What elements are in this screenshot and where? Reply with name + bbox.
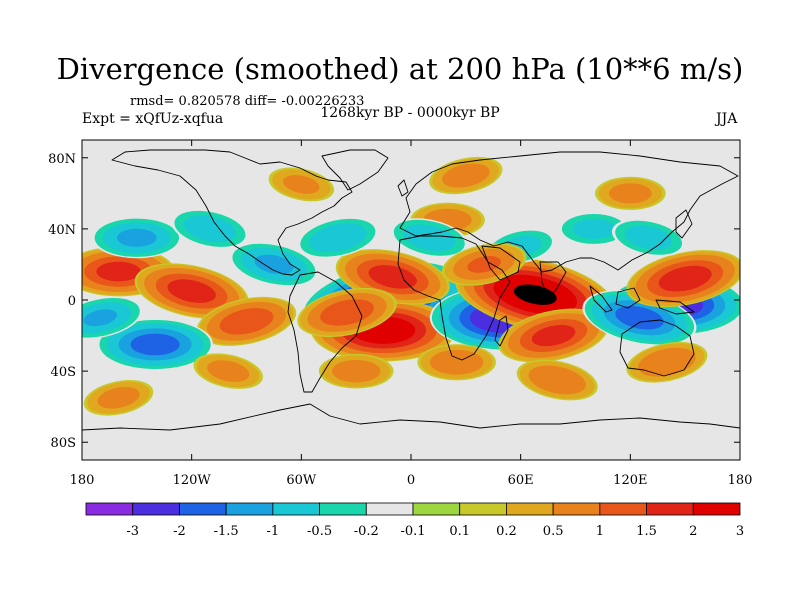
colorbar-swatch bbox=[365, 502, 414, 516]
colorbar-swatch bbox=[599, 502, 647, 516]
coastline-north-america bbox=[111, 149, 353, 276]
colorbar-swatch bbox=[319, 502, 367, 516]
anomaly-18 bbox=[297, 217, 379, 259]
colorbar-swatch bbox=[272, 502, 320, 516]
lat-tick-label: 80S bbox=[51, 436, 76, 451]
lat-tick-label: 40N bbox=[48, 223, 76, 238]
colorbar-label: -2 bbox=[173, 524, 186, 539]
colorbar-swatch bbox=[646, 502, 694, 516]
coastline-south-america bbox=[287, 271, 363, 393]
lon-tick-label: 60E bbox=[508, 473, 534, 488]
anomaly-11 bbox=[134, 263, 249, 319]
colorbar-swatch bbox=[506, 502, 554, 516]
coastline-eurasia bbox=[399, 151, 739, 273]
anomaly-20 bbox=[390, 218, 468, 258]
colorbar-label: -1.5 bbox=[214, 524, 239, 539]
anomaly-25 bbox=[417, 344, 496, 381]
season-label: JJA bbox=[716, 111, 738, 127]
coastline-arabia bbox=[481, 245, 521, 281]
colorbar-label: -0.2 bbox=[354, 524, 379, 539]
coastline-africa bbox=[397, 235, 511, 361]
anomaly-17 bbox=[171, 209, 249, 249]
colorbar-swatch bbox=[692, 502, 741, 516]
anomaly-22 bbox=[558, 212, 630, 246]
anomaly-32 bbox=[268, 167, 335, 202]
anomaly-14 bbox=[229, 242, 319, 287]
colorbar-swatch bbox=[459, 502, 507, 516]
rmsd-diff-stats: rmsd= 0.820578 diff= -0.00226233 bbox=[130, 94, 365, 109]
experiment-label: Expt = xQfUz-xqfua bbox=[82, 111, 224, 127]
colorbar-label: 0.1 bbox=[449, 524, 470, 539]
map-axes: 180 120W 60W 0 60E 120E 180 80N 40N 0 40S 80S bbox=[48, 139, 753, 488]
coastline-antarctica bbox=[81, 403, 741, 431]
lon-tick-label: 120E bbox=[613, 473, 647, 488]
lon-tick-label: 180 bbox=[728, 473, 753, 488]
colorbar-label: 0.2 bbox=[496, 524, 517, 539]
colorbar-swatch bbox=[179, 502, 227, 516]
map-plot-area bbox=[82, 140, 740, 460]
colorbar-swatch bbox=[132, 502, 180, 516]
colorbar-label: 1.5 bbox=[636, 524, 657, 539]
anomaly-16 bbox=[91, 217, 182, 259]
coastline-borneo bbox=[615, 287, 641, 309]
anomaly-31 bbox=[595, 176, 666, 210]
coastline-madagascar bbox=[494, 315, 509, 347]
anomaly-13 bbox=[97, 318, 214, 370]
colorbar-label: 3 bbox=[736, 524, 744, 539]
lon-tick-label: 120W bbox=[173, 473, 212, 488]
coastlines bbox=[81, 149, 741, 431]
lon-tick-label: 60W bbox=[286, 473, 317, 488]
colorbar-label: 1 bbox=[596, 524, 604, 539]
anomaly-30 bbox=[83, 379, 154, 416]
anomaly-9 bbox=[626, 250, 740, 308]
lat-tick-label: 0 bbox=[68, 294, 76, 309]
colorbar-swatch bbox=[552, 502, 601, 516]
colorbar-label: -1 bbox=[267, 524, 280, 539]
colorbar-swatch bbox=[412, 502, 461, 516]
coastline-new-guinea bbox=[655, 299, 695, 315]
coastline-sumatra bbox=[589, 285, 613, 313]
period-label: 1268kyr BP - 0000kyr BP bbox=[320, 105, 500, 121]
coastline-greenland bbox=[321, 149, 389, 191]
anomaly-15 bbox=[82, 296, 143, 340]
coastline-japan bbox=[675, 209, 693, 239]
coastline-australia bbox=[619, 319, 695, 377]
anomaly-26 bbox=[516, 359, 598, 401]
anomaly-27 bbox=[626, 341, 708, 383]
coastline-india bbox=[539, 261, 567, 299]
anomaly-28 bbox=[318, 353, 394, 389]
lat-tick-label: 80N bbox=[48, 152, 76, 167]
figure-title: Divergence (smoothed) at 200 hPa (10**6 … bbox=[56, 52, 744, 86]
lon-tick-label: 0 bbox=[407, 473, 415, 488]
lat-tick-label: 40S bbox=[51, 365, 76, 380]
anomaly-6 bbox=[498, 308, 609, 363]
colorbar-swatch bbox=[85, 502, 134, 516]
colorbar-label: -0.1 bbox=[400, 524, 425, 539]
colorbar-label: -0.5 bbox=[307, 524, 332, 539]
colorbar: -3 -2 -1.5 -1 -0.5 -0.2 -0.1 0.1 0.2 0.5 1 1.5 2 3 bbox=[85, 502, 744, 539]
anomaly-29 bbox=[193, 353, 263, 389]
colorbar-label: 0.5 bbox=[543, 524, 564, 539]
coastline-british-isles bbox=[397, 179, 409, 197]
lon-tick-label: 180 bbox=[70, 473, 95, 488]
colorbar-label: -3 bbox=[126, 524, 139, 539]
anomaly-12 bbox=[196, 296, 297, 346]
anomaly-3 bbox=[297, 287, 397, 337]
colorbar-label: 2 bbox=[689, 524, 697, 539]
colorbar-swatch bbox=[225, 502, 274, 516]
